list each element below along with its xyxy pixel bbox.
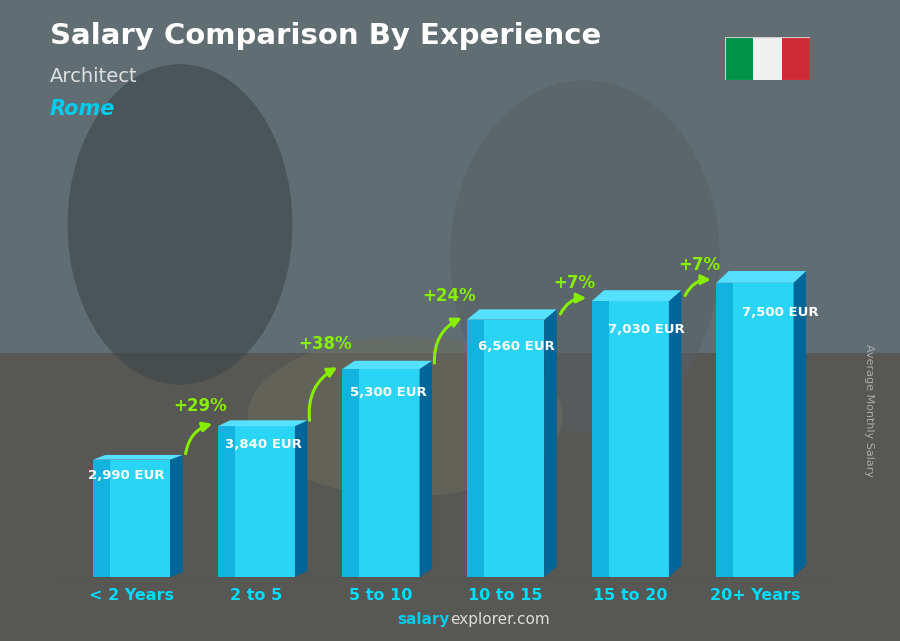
- Text: 6,560 EUR: 6,560 EUR: [478, 340, 555, 353]
- FancyBboxPatch shape: [342, 369, 359, 577]
- Polygon shape: [170, 455, 183, 577]
- Ellipse shape: [450, 80, 720, 433]
- Text: 2,990 EUR: 2,990 EUR: [88, 469, 165, 482]
- Polygon shape: [342, 361, 432, 369]
- Text: Rome: Rome: [50, 99, 115, 119]
- Text: Architect: Architect: [50, 67, 137, 87]
- FancyBboxPatch shape: [93, 460, 110, 577]
- FancyBboxPatch shape: [716, 283, 794, 577]
- FancyBboxPatch shape: [218, 426, 235, 577]
- Polygon shape: [93, 455, 183, 460]
- FancyBboxPatch shape: [591, 301, 669, 577]
- Bar: [0, 353, 900, 641]
- Polygon shape: [591, 290, 681, 301]
- Polygon shape: [218, 420, 308, 426]
- Ellipse shape: [68, 64, 292, 385]
- Text: Average Monthly Salary: Average Monthly Salary: [863, 344, 874, 477]
- Text: 3,840 EUR: 3,840 EUR: [225, 438, 302, 451]
- FancyBboxPatch shape: [467, 320, 544, 577]
- Bar: [0, 0, 900, 353]
- Text: explorer.com: explorer.com: [450, 612, 550, 627]
- FancyBboxPatch shape: [218, 426, 295, 577]
- Polygon shape: [295, 420, 308, 577]
- Bar: [781, 37, 810, 80]
- Text: Salary Comparison By Experience: Salary Comparison By Experience: [50, 22, 601, 51]
- Text: +24%: +24%: [423, 287, 476, 305]
- Text: +29%: +29%: [174, 397, 227, 415]
- FancyBboxPatch shape: [93, 460, 170, 577]
- Text: salary: salary: [398, 612, 450, 627]
- Polygon shape: [419, 361, 432, 577]
- Polygon shape: [716, 271, 806, 283]
- Polygon shape: [544, 310, 557, 577]
- Text: 7,030 EUR: 7,030 EUR: [608, 323, 685, 337]
- Text: +7%: +7%: [554, 274, 595, 292]
- Ellipse shape: [248, 337, 562, 497]
- Polygon shape: [794, 271, 806, 577]
- FancyBboxPatch shape: [591, 301, 608, 577]
- Bar: [724, 37, 753, 80]
- FancyBboxPatch shape: [342, 369, 419, 577]
- Text: 7,500 EUR: 7,500 EUR: [742, 306, 819, 319]
- FancyBboxPatch shape: [716, 283, 734, 577]
- Polygon shape: [669, 290, 681, 577]
- Text: 5,300 EUR: 5,300 EUR: [350, 386, 427, 399]
- FancyBboxPatch shape: [467, 320, 484, 577]
- Text: +38%: +38%: [298, 335, 352, 353]
- Bar: [753, 37, 781, 80]
- Polygon shape: [467, 310, 557, 320]
- Text: +7%: +7%: [678, 256, 720, 274]
